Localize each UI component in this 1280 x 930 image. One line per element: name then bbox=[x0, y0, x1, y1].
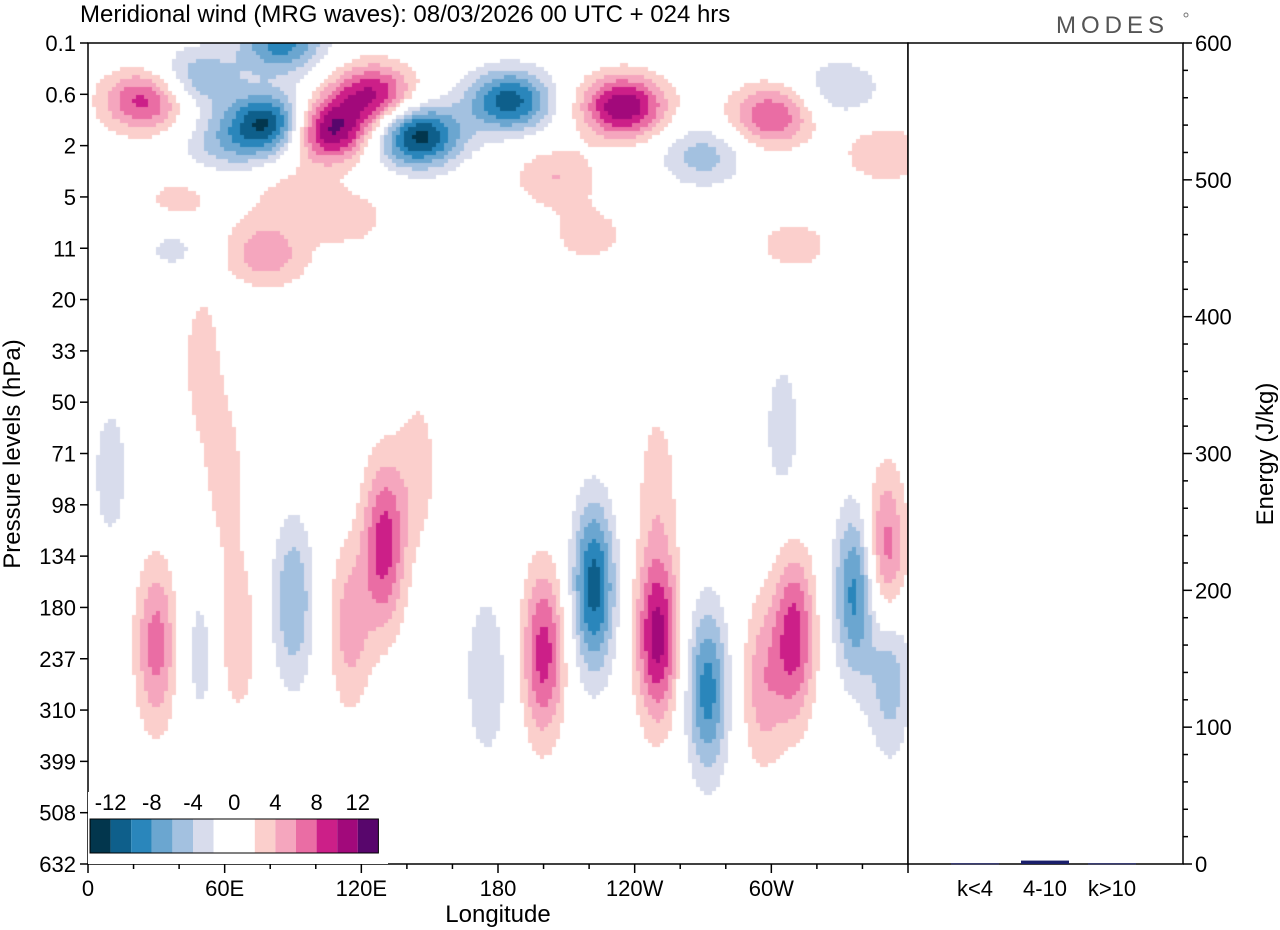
longitude-tick-label: 120W bbox=[606, 876, 664, 901]
pressure-tick-label: 508 bbox=[39, 801, 76, 826]
pressure-axis: 0.1 0.6 2 5 11 20 33 50 71 98 134 180 237 310 399 508 63… bbox=[39, 31, 88, 877]
energy-category-label: 4-10 bbox=[1023, 876, 1067, 901]
pressure-tick-label: 237 bbox=[39, 647, 76, 672]
energy-tick-label: 300 bbox=[1195, 442, 1232, 467]
colorbar-swatch bbox=[296, 819, 317, 853]
colorbar-label: 8 bbox=[310, 790, 322, 815]
energy-tick-label: 100 bbox=[1195, 715, 1232, 740]
energy-categories: k<4 4-10 k>10 bbox=[957, 876, 1136, 901]
energy-axis: 0 100 200 300 400 500 600 bbox=[1183, 31, 1232, 877]
colorbar-label: -12 bbox=[95, 790, 127, 815]
pressure-tick-label: 33 bbox=[52, 339, 76, 364]
longitude-axis: 0 60E 120E 180 120W 60W bbox=[82, 864, 909, 901]
chart-title: Meridional wind (MRG waves): 08/03/2026 … bbox=[80, 1, 730, 28]
colorbar-swatch bbox=[172, 819, 193, 853]
pressure-tick-label: 632 bbox=[39, 852, 76, 877]
energy-panel-frame bbox=[907, 42, 1184, 865]
pressure-tick-label: 11 bbox=[53, 236, 76, 261]
energy-category-label: k>10 bbox=[1088, 876, 1136, 901]
colorbar-border bbox=[89, 818, 379, 854]
logo-mark bbox=[1183, 12, 1189, 18]
colorbar-swatch bbox=[193, 819, 214, 853]
colorbar-swatch bbox=[131, 819, 152, 853]
longitude-tick-label: 0 bbox=[82, 876, 94, 901]
pressure-tick-label: 2 bbox=[64, 134, 76, 159]
colorbar-swatch bbox=[90, 819, 111, 853]
pressure-tick-label: 134 bbox=[39, 544, 76, 569]
colorbar-label: 12 bbox=[346, 790, 370, 815]
longitude-tick-label: 180 bbox=[480, 876, 517, 901]
colorbar-swatch bbox=[275, 819, 296, 853]
modes-logo: MODES bbox=[1056, 12, 1169, 39]
energy-bars bbox=[951, 860, 1136, 865]
colorbar-swatch bbox=[213, 819, 235, 853]
energy-bar bbox=[1088, 863, 1136, 865]
longitude-tick-label: 60W bbox=[749, 876, 794, 901]
pressure-tick-label: 98 bbox=[52, 493, 76, 518]
energy-tick-label: 0 bbox=[1195, 852, 1207, 877]
energy-bar bbox=[1021, 860, 1069, 864]
energy-tick-label: 500 bbox=[1195, 168, 1232, 193]
colorbar-swatch bbox=[316, 819, 338, 853]
colorbar-label: 0 bbox=[228, 790, 240, 815]
pressure-tick-label: 0.1 bbox=[45, 31, 76, 56]
colorbar-swatch bbox=[234, 819, 255, 853]
heatmap-raster bbox=[88, 43, 908, 864]
y-axis-label: Pressure levels (hPa) bbox=[0, 339, 26, 568]
colorbar-swatch bbox=[357, 819, 379, 853]
energy-axis-label: Energy (J/kg) bbox=[1252, 383, 1279, 526]
pressure-tick-label: 0.6 bbox=[45, 82, 76, 107]
pressure-tick-label: 50 bbox=[52, 390, 76, 415]
colorbar-label: -4 bbox=[183, 790, 203, 815]
energy-category-label: k<4 bbox=[957, 876, 993, 901]
pressure-tick-label: 20 bbox=[52, 288, 76, 313]
colorbar-label: -8 bbox=[142, 790, 162, 815]
longitude-tick-label: 120E bbox=[336, 876, 387, 901]
pressure-tick-label: 310 bbox=[39, 698, 76, 723]
pressure-tick-label: 180 bbox=[39, 595, 76, 620]
pressure-tick-label: 399 bbox=[39, 749, 76, 774]
pressure-tick-label: 5 bbox=[64, 185, 76, 210]
heatmap-field bbox=[88, 43, 908, 864]
energy-tick-label: 200 bbox=[1195, 578, 1232, 603]
colorbar-swatch bbox=[254, 819, 276, 853]
colorbar-legend: -12 -8 -4 0 4 8 12 bbox=[88, 790, 388, 864]
longitude-tick-label: 60E bbox=[205, 876, 244, 901]
colorbar-label: 4 bbox=[269, 790, 281, 815]
energy-tick-label: 400 bbox=[1195, 305, 1232, 330]
colorbar-swatch bbox=[110, 819, 132, 853]
x-axis-label: Longitude bbox=[445, 901, 550, 928]
energy-tick-label: 600 bbox=[1195, 31, 1232, 56]
colorbar-swatch bbox=[337, 819, 358, 853]
colorbar-swatch bbox=[151, 819, 173, 853]
pressure-tick-label: 71 bbox=[52, 442, 76, 467]
energy-bar bbox=[951, 863, 999, 865]
